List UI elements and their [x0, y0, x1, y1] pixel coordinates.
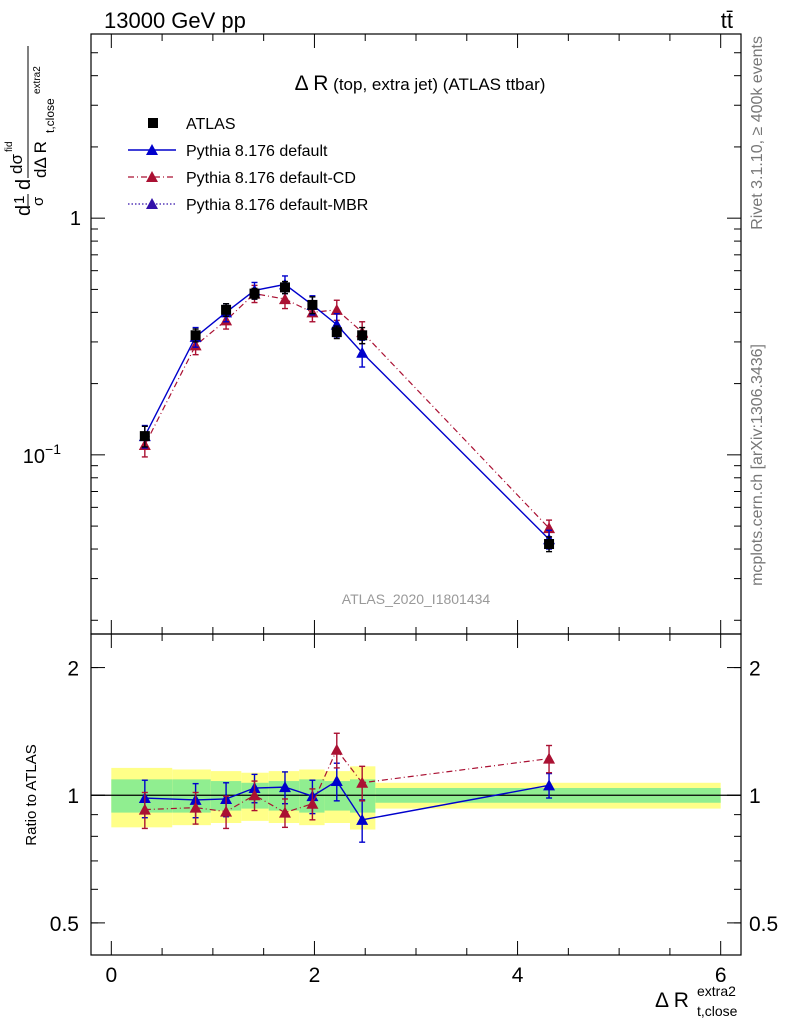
process-label: tt̄: [721, 8, 733, 33]
ratio-point-2: [356, 776, 369, 788]
legend-label-cd: Pythia 8.176 default-CD: [186, 170, 356, 187]
svg-text:d: d: [13, 179, 35, 190]
legend-entry-cd: Pythia 8.176 default-CD: [128, 170, 356, 187]
ratio-point-2: [220, 805, 233, 817]
legend-entry-mbr: Pythia 8.176 default-MBR: [128, 197, 368, 214]
legend-entry-atlas: ATLAS: [148, 116, 236, 133]
ratio-point-2: [138, 803, 151, 815]
atlas-point: [279, 282, 290, 293]
ratio-point-1: [356, 813, 369, 825]
legend: ATLAS Pythia 8.176 default Pythia 8.176 …: [128, 116, 368, 214]
legend-marker-default: [146, 144, 158, 155]
ratio-y-tick-label-right: 1: [749, 785, 761, 808]
svg-text:Δ R: Δ R: [655, 989, 689, 1012]
ratio-y-tick-label: 0.5: [50, 913, 79, 936]
ratio-series: [138, 732, 556, 843]
svg-text:σ: σ: [30, 196, 47, 206]
legend-label-mbr: Pythia 8.176 default-MBR: [186, 197, 368, 214]
ratio-point-2: [330, 743, 343, 755]
svg-text:extra2: extra2: [32, 66, 43, 94]
ratio-y-tick-label: 2: [67, 658, 79, 681]
y-tick-label: 1: [70, 208, 81, 230]
svg-text:extra2: extra2: [697, 983, 736, 999]
legend-marker-cd: [146, 171, 158, 182]
atlas-point: [357, 330, 368, 341]
rivet-label: Rivet 3.1.10, ≥ 400k events: [749, 36, 766, 230]
x-tick-label: 4: [512, 964, 524, 987]
ratio-line-2: [144, 748, 550, 814]
svg-text:dσ: dσ: [7, 154, 26, 174]
ratio-point-2: [248, 789, 261, 801]
main-point-1: [330, 318, 343, 330]
main-line-1: [144, 283, 550, 540]
ratio-y-tick-label-right: 2: [749, 658, 761, 681]
ratio-point-2: [543, 752, 556, 764]
svg-text:t,close: t,close: [697, 1003, 738, 1019]
atlas-point: [190, 330, 201, 341]
ratio-bands: [111, 766, 721, 830]
ratio-point-2: [278, 806, 291, 818]
main-series: [138, 275, 556, 553]
main-point-1: [356, 346, 369, 358]
atlas-point: [544, 539, 555, 550]
ratio-y-tick-label-right: 0.5: [749, 913, 778, 936]
svg-text:fid: fid: [4, 141, 15, 152]
legend-label-default: Pythia 8.176 default: [186, 143, 328, 160]
main-title: Δ R (top, extra jet) (ATLAS ttbar): [295, 72, 546, 95]
main-axes: 10−1 1: [23, 33, 742, 635]
svg-text:dΔ R: dΔ R: [31, 141, 50, 178]
ratio-axes: 0 2 4 6 0.5 0.5 1 1 2 2: [50, 633, 778, 987]
atlas-point: [139, 431, 150, 442]
ratio-point-1: [330, 775, 343, 787]
svg-text:1: 1: [11, 196, 28, 204]
atlas-point: [221, 304, 232, 315]
atlas-point: [249, 288, 260, 299]
legend-entry-default: Pythia 8.176 default: [128, 143, 328, 160]
ratio-ylabel: Ratio to ATLAS: [23, 744, 40, 845]
x-axis-label: Δ R extra2 t,close: [655, 983, 738, 1019]
svg-text:d: d: [13, 205, 35, 216]
legend-marker-mbr: [146, 198, 158, 209]
legend-marker-atlas: [148, 118, 158, 128]
mcplots-label: mcplots.cern.ch [arXiv:1306.3436]: [749, 344, 766, 586]
svg-text:t,close: t,close: [43, 98, 57, 133]
ratio-point-2: [306, 797, 319, 809]
x-tick-label: 2: [309, 964, 321, 987]
atlas-point: [307, 299, 318, 310]
energy-label: 13000 GeV pp: [104, 8, 246, 33]
ratio-band-inner: [111, 779, 173, 813]
ratio-band-inner: [172, 779, 211, 813]
main-point-2: [278, 293, 291, 305]
x-tick-label: 0: [105, 964, 117, 987]
ratio-y-tick-label: 1: [67, 785, 79, 808]
ratio-point-1: [278, 781, 291, 793]
x-tick-label: 6: [715, 964, 727, 987]
main-ylabel: d 1 σ d dσ fid dΔ R t,close extra2: [4, 46, 57, 216]
atlas-point: [331, 327, 342, 338]
y-tick-label: 10−1: [23, 441, 61, 468]
ratio-point-2: [189, 801, 202, 813]
main-point-2: [330, 303, 343, 315]
ratio-point-1: [543, 779, 556, 791]
analysis-id: ATLAS_2020_I1801434: [342, 591, 491, 607]
legend-label-atlas: ATLAS: [186, 116, 236, 133]
